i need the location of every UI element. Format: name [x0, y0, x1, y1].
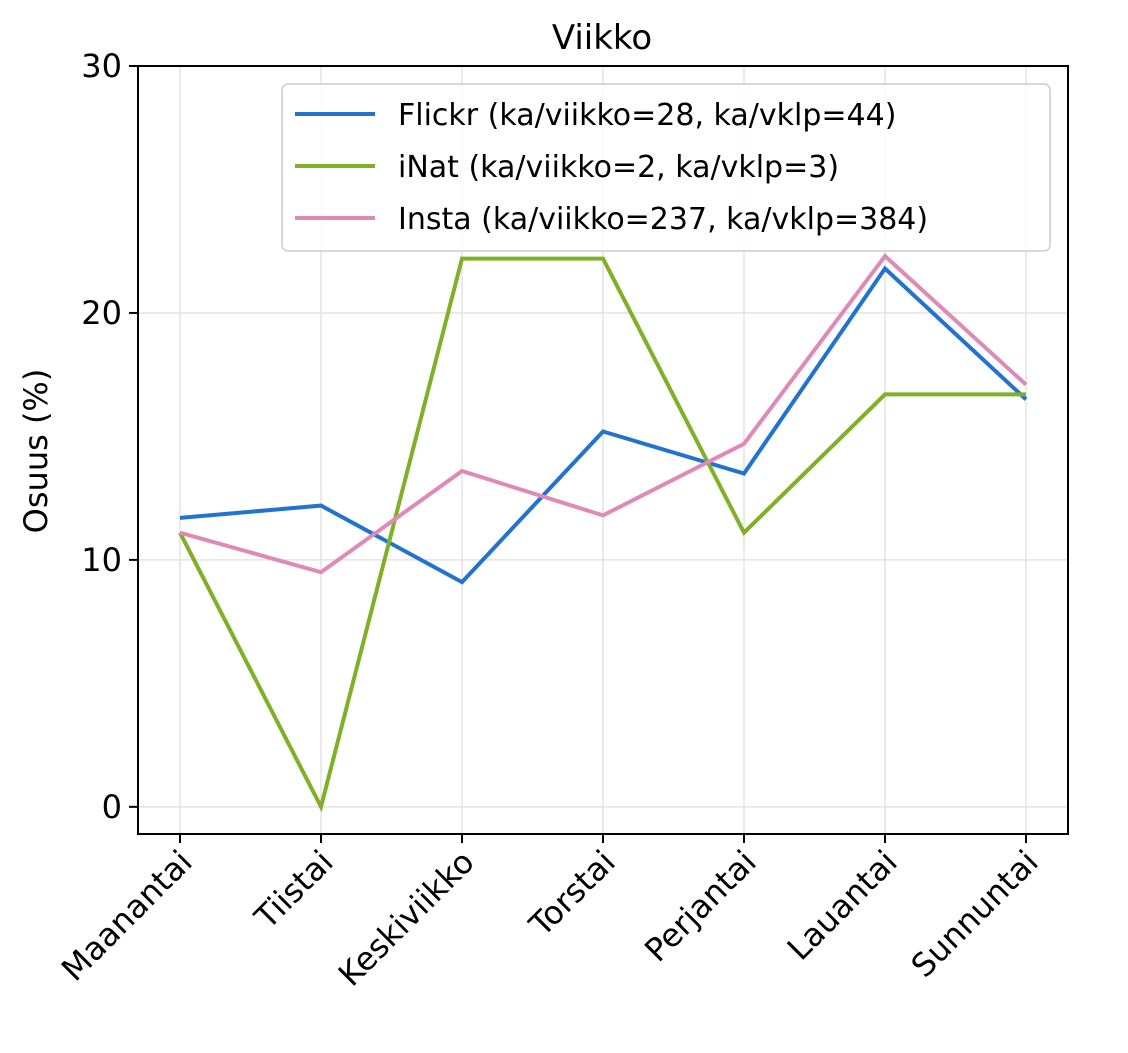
- y-axis: 0 10 20 30: [81, 47, 138, 826]
- legend-frame: [281, 83, 1051, 252]
- x-tick-label: Tiistai: [247, 843, 341, 937]
- x-tick-label: Sunnuntai: [904, 843, 1046, 985]
- series-line: [179, 253, 1028, 575]
- x-tick-label: Perjantai: [637, 843, 763, 969]
- y-tick-label: 30: [81, 47, 122, 85]
- legend-label: Flickr (ka/viikko=28, ka/vklp=44): [398, 98, 896, 133]
- x-tick-label: Maanantai: [54, 843, 200, 989]
- y-tick-label: 10: [81, 541, 122, 579]
- series-line: [178, 256, 1026, 813]
- y-tick-label: 20: [81, 294, 122, 332]
- chart-title: Viikko: [552, 18, 652, 58]
- series-line: [179, 265, 1028, 585]
- y-axis-label: Osuus (%): [17, 369, 55, 534]
- x-tick-label: Keskiviikko: [331, 843, 482, 994]
- legend: Flickr (ka/viikko=28, ka/vklp=44) iNat (k…: [281, 83, 1051, 252]
- x-tick-label: Torstai: [521, 843, 623, 945]
- y-tick-label: 0: [102, 788, 122, 826]
- legend-label: Insta (ka/viikko=237, ka/vklp=384): [398, 202, 928, 237]
- series-lines: [178, 253, 1028, 813]
- x-tick-label: Lauantai: [780, 843, 905, 968]
- legend-label: iNat (ka/viikko=2, ka/vklp=3): [398, 150, 839, 185]
